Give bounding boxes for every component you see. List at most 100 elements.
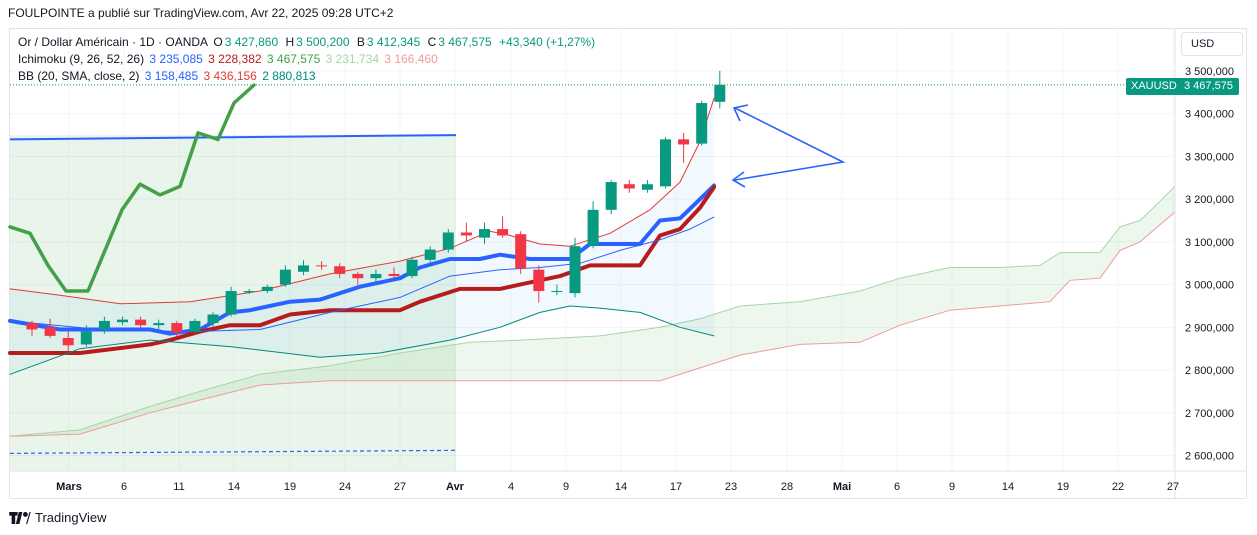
arrow-shape — [734, 107, 846, 181]
candle-body — [44, 327, 56, 336]
ichimoku-cloud — [9, 186, 1176, 437]
bollinger-band-fill — [10, 98, 714, 375]
y-tick-label: 3 000,000 — [1185, 280, 1234, 292]
x-tick-label: 19 — [284, 481, 296, 493]
candle-body — [225, 291, 237, 315]
publisher-line: FOULPOINTE a publié sur TradingView.com,… — [8, 6, 394, 20]
candle-body — [714, 84, 726, 102]
tradingview-brand[interactable]: TradingView — [9, 510, 107, 525]
candle-body — [279, 269, 291, 285]
candle-body — [605, 182, 617, 210]
candle-body — [424, 249, 436, 260]
candle-body — [641, 184, 653, 190]
y-tick-label: 3 200,000 — [1185, 194, 1234, 206]
candle-body — [442, 232, 454, 250]
bb-label: BB (20, SMA, close, 2) — [18, 69, 140, 83]
ichimoku-span-b-value: 3 166,460 — [384, 52, 438, 66]
bb-upper-value: 3 436,156 — [203, 69, 257, 83]
y-tick-label: 3 400,000 — [1185, 109, 1234, 121]
candle-body — [117, 319, 128, 323]
candle-body — [153, 323, 165, 326]
symbol-price-badge: XAUUSD — [1126, 78, 1182, 95]
x-tick-label: 9 — [563, 481, 569, 493]
candle-body — [334, 266, 346, 274]
ichimoku-kijun-value: 3 228,382 — [208, 52, 262, 66]
ichimoku-label: Ichimoku (9, 26, 52, 26) — [18, 52, 145, 66]
legend-change: +43,340 (+1,27%) — [499, 35, 596, 49]
y-tick-label: 3 300,000 — [1185, 151, 1234, 163]
x-tick-label: 22 — [1112, 481, 1124, 493]
y-tick-label: 3 100,000 — [1185, 237, 1234, 249]
chart-frame — [9, 28, 1247, 499]
bb-lower-value: 2 880,813 — [262, 69, 316, 83]
x-tick-label: Avr — [446, 481, 465, 493]
candle-body — [515, 234, 527, 269]
x-tick-label: 14 — [615, 481, 627, 493]
currency-button[interactable]: USD — [1181, 32, 1243, 56]
candle-body — [388, 273, 400, 277]
y-tick-label: 3 500,000 — [1185, 66, 1234, 78]
candle-body — [587, 209, 599, 246]
candle-body — [62, 338, 74, 346]
x-tick-label: 6 — [894, 481, 900, 493]
x-tick-label: Mai — [833, 481, 851, 493]
x-tick-label: 11 — [173, 481, 184, 493]
tradingview-logo-icon — [9, 511, 31, 524]
x-tick-label: Mars — [56, 481, 82, 493]
axes: 3 500,000 3 400,000 3 300,000 3 200,000 3 10… — [10, 29, 1246, 498]
candle-body — [660, 139, 671, 187]
series-bb-basis — [9, 216, 715, 333]
cloud-fill — [10, 186, 1175, 437]
last-price-badge: 3 467,575 — [1178, 78, 1239, 95]
ichimoku-span-a-value: 3 231,734 — [325, 52, 380, 66]
span-b-line — [9, 211, 1176, 437]
x-tick-label: 27 — [1167, 481, 1179, 493]
x-tick-label: 19 — [1057, 481, 1069, 493]
candle-body — [696, 103, 708, 144]
y-tick-label: 2 700,000 — [1185, 408, 1234, 420]
grid — [9, 29, 1175, 472]
candle-body — [207, 314, 219, 324]
candle-body — [316, 265, 328, 267]
candle-body — [26, 323, 38, 330]
candle-body — [460, 232, 472, 236]
legend-bollinger[interactable]: BB (20, SMA, close, 2) 3 158,485 3 436,1… — [18, 69, 318, 83]
candle-body — [135, 319, 147, 326]
series-bb-lower — [9, 305, 715, 375]
candle-body — [98, 320, 110, 330]
candle-body — [678, 139, 690, 145]
candlesticks — [26, 70, 726, 351]
series-chikou — [8, 83, 256, 293]
candle-body — [551, 291, 563, 293]
arrow-drawing — [731, 104, 846, 188]
candle-body — [569, 246, 581, 294]
x-tick-label: 14 — [228, 481, 240, 493]
arrow-head-lower — [731, 171, 746, 188]
trend-line — [9, 134, 457, 141]
legend-ichimoku[interactable]: Ichimoku (9, 26, 52, 26) 3 235,085 3 228… — [18, 52, 440, 66]
legend-symbol: Or / Dollar Américain · 1D · OANDA — [18, 35, 209, 49]
candle-body — [261, 286, 273, 292]
candle-body — [479, 229, 490, 238]
candle-body — [298, 265, 309, 272]
x-tick-label: 6 — [121, 481, 127, 493]
candle-body — [533, 269, 545, 292]
y-tick-label: 2 900,000 — [1185, 322, 1234, 334]
x-tick-label: 4 — [508, 481, 514, 493]
candle-body — [243, 291, 255, 293]
x-tick-label: 17 — [670, 481, 682, 493]
span-a-line — [9, 186, 1176, 437]
series-kijun — [8, 185, 716, 355]
candle-body — [352, 273, 364, 279]
x-tick-label: 9 — [949, 481, 955, 493]
y-tick-label: 2 600,000 — [1185, 451, 1234, 463]
x-tick-label: 14 — [1002, 481, 1014, 493]
x-tick-label: 27 — [394, 481, 406, 493]
arrow-head-upper — [732, 104, 749, 122]
ichimoku-chikou-value: 3 467,575 — [266, 52, 321, 66]
